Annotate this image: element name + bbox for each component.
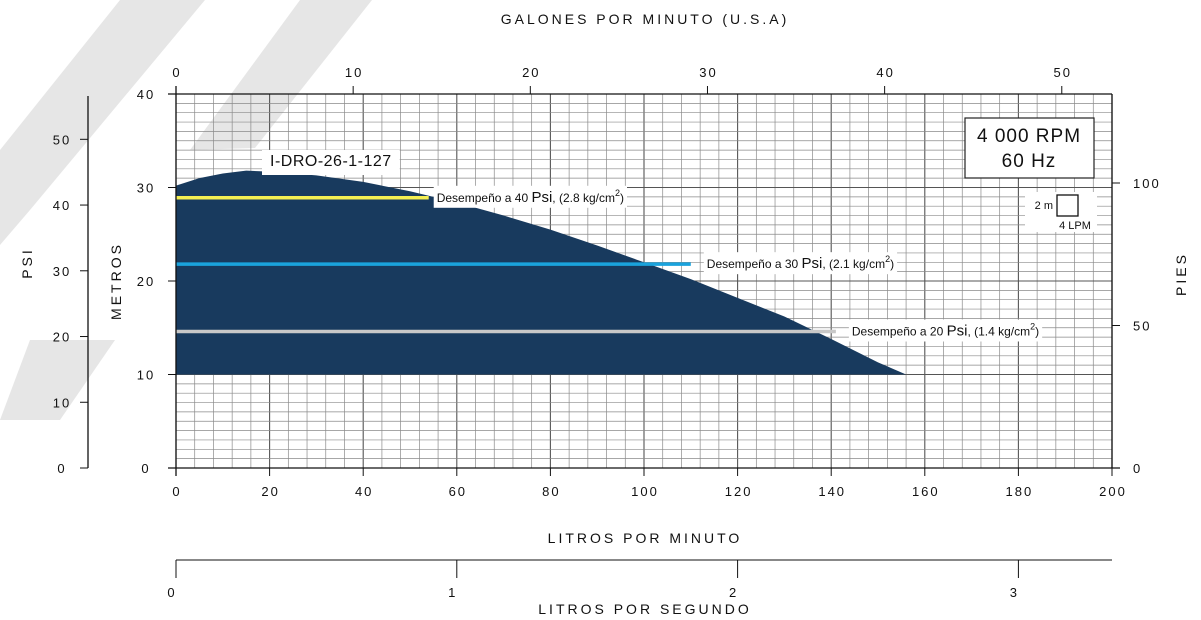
lps-tick-label: 1 [448,585,457,600]
psi-tick-label: 50 [53,132,71,147]
lps-tick-label: 0 [167,585,176,600]
lpm-tick-label: 140 [818,484,846,499]
lpm-tick-label: 0 [172,484,181,499]
lps-tick-label: 2 [729,585,738,600]
operating-label-bg [703,252,898,275]
scale-legend: 2 m 4 LPM [1025,192,1097,232]
psi-tick-label: 10 [53,395,71,410]
feet-tick-label: 100 [1133,176,1161,191]
meters-tick-label: 10 [137,368,155,383]
operating-label-3: Desempeño a 20 Psi, (1.4 kg/cm2) [852,321,1039,339]
gpm-tick-label: 20 [522,65,540,80]
model-label-bg [262,150,400,175]
lpm-tick-label: 120 [725,484,753,499]
feet-axis-title: PIES [1173,252,1189,296]
psi-tick-label: 40 [53,198,71,213]
operating-label-bg [848,319,1043,342]
meters-tick-label: 30 [137,181,155,196]
lpm-tick-label: 180 [1006,484,1034,499]
meters-tick-label: 0 [141,461,150,476]
operating-label-1: Desempeño a 40 Psi, (2.8 kg/cm2) [437,188,624,206]
gpm-tick-label: 30 [699,65,717,80]
bottom-axis-title: LITROS POR MINUTO [548,530,743,546]
gpm-tick-label: 50 [1054,65,1072,80]
lps-tick-label: 3 [1010,585,1019,600]
gpm-tick-label: 0 [172,65,181,80]
operating-label-2: Desempeño a 30 Psi, (2.1 kg/cm2) [707,254,894,272]
gpm-tick-label: 10 [345,65,363,80]
lpm-tick-label: 100 [631,484,659,499]
operating-label-bg [433,185,628,208]
feet-tick-label: 0 [1133,461,1142,476]
lpm-tick-label: 60 [449,484,467,499]
lpm-tick-label: 40 [355,484,373,499]
scale-square [1056,194,1079,217]
speed-box: 4 000 RPM 60 Hz [964,117,1095,179]
model-label: I-DRO-26-1-127 [270,153,392,170]
performance-curve-area [176,170,907,375]
scale-lpm: 4 LPM [1059,220,1091,232]
speed-rpm: 4 000 RPM [977,126,1081,147]
feet-tick-label: 50 [1133,319,1151,334]
meters-tick-label: 40 [137,87,155,102]
meters-tick-label: 20 [137,274,155,289]
psi-tick-label: 20 [53,330,71,345]
scale-meters: 2 m [1035,200,1053,212]
lpm-tick-label: 200 [1099,484,1127,499]
lpm-tick-label: 160 [912,484,940,499]
speed-frequency: 60 Hz [1002,151,1057,172]
psi-axis-title: PSI [19,247,35,279]
psi-tick-label: 30 [53,264,71,279]
top-axis-title: GALONES POR MINUTO (U.S.A) [501,11,790,27]
lpm-tick-label: 20 [261,484,279,499]
lpm-tick-label: 80 [542,484,560,499]
plot-area: Desempeño a 40 Psi, (2.8 kg/cm2) Desempeñ… [176,150,1043,375]
gpm-tick-label: 40 [876,65,894,80]
meters-axis-title: METROS [108,242,124,320]
lps-axis-title: LITROS POR SEGUNDO [538,601,751,617]
psi-tick-label: 0 [57,461,66,476]
